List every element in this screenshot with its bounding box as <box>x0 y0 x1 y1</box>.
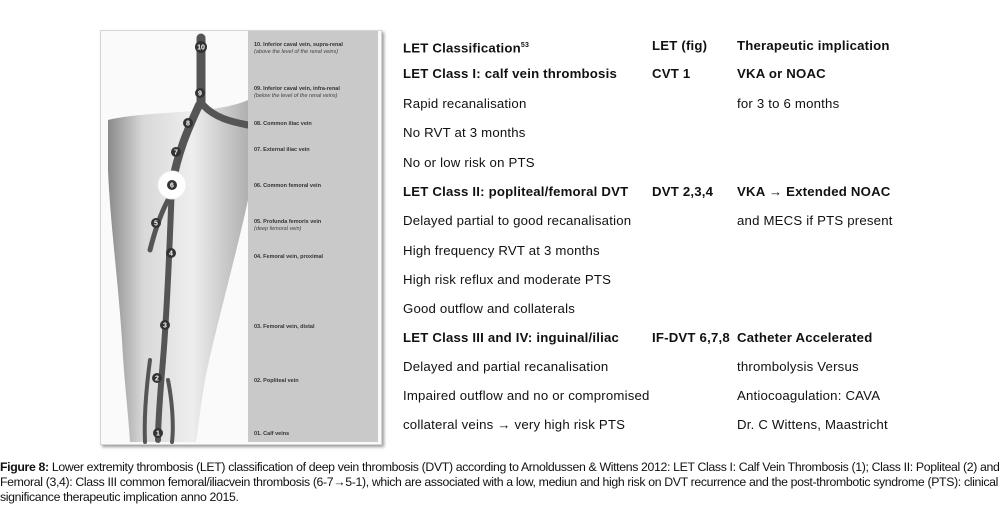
vein-label-panel <box>248 31 378 442</box>
table-cell-c1: Delayed partial to good recanalisation <box>403 213 632 228</box>
vein-label-7: 07. External iliac vein <box>254 147 310 153</box>
vein-label-4: 04. Femoral vein, proximal <box>254 254 324 260</box>
table-cell-c2: CVT 1 <box>652 66 691 81</box>
table-cell-c1: High risk reflux and moderate PTS <box>403 272 612 287</box>
table-cell-c1: High frequency RVT at 3 months <box>403 243 600 258</box>
leg-shape <box>108 100 248 442</box>
svg-text:1: 1 <box>156 431 160 438</box>
svg-text:9: 9 <box>198 91 202 98</box>
header-therapy: Therapeutic implication <box>737 38 890 53</box>
svg-text:6: 6 <box>170 183 174 190</box>
marker-8: 8 <box>183 118 193 128</box>
table-cell-c2: DVT 2,3,4 <box>652 184 714 199</box>
svg-text:4: 4 <box>169 251 173 258</box>
figure-caption: Figure 8: Lower extremity thrombosis (LE… <box>0 460 999 505</box>
leg-vein-illustration: 10 9 8 7 6 5 4 3 2 1 <box>108 33 252 444</box>
svg-text:5: 5 <box>154 221 158 228</box>
caption-text: Lower extremity thrombosis (LET) classif… <box>0 460 999 504</box>
vein-label-10: 10. Inferior caval vein, supra-renal (abo… <box>254 42 343 55</box>
vein-label-1: 01. Calf veins <box>254 431 290 437</box>
svg-text:8: 8 <box>186 121 190 128</box>
marker-2: 2 <box>152 373 162 383</box>
marker-10: 10 <box>195 41 207 53</box>
marker-9: 9 <box>195 88 205 98</box>
table-cell-c3: Catheter Accelerated <box>737 330 873 345</box>
marker-6: 6 <box>167 180 177 190</box>
table-cell-c1: Rapid recanalisation <box>403 96 527 111</box>
table-cell-c1: LET Class III and IV: inguinal/iliac <box>403 330 620 345</box>
table-cell-c1: Good outflow and collaterals <box>403 301 576 316</box>
iliac-vein-right <box>199 101 252 129</box>
vein-markers: 10 9 8 7 6 5 4 3 2 1 <box>151 41 207 438</box>
table-cell-c1: Delayed and partial recanalisation <box>403 359 609 374</box>
marker-7: 7 <box>171 147 181 157</box>
table-cell-c1: LET Class I: calf vein thrombosis <box>403 66 617 81</box>
header-fig: LET (fig) <box>652 38 708 53</box>
header-classification: LET Classification53 <box>403 40 530 56</box>
marker-1: 1 <box>153 428 163 438</box>
svg-text:7: 7 <box>174 150 178 157</box>
svg-text:2: 2 <box>155 376 159 383</box>
table-cell-c1: No or low risk on PTS <box>403 155 535 170</box>
table-cell-c3: for 3 to 6 months <box>737 96 840 111</box>
vein-label-2: 02. Popliteal vein <box>254 378 299 384</box>
vein-label-5: 05. Profunda femoris vein (deep femoral v… <box>254 219 322 232</box>
svg-text:3: 3 <box>163 323 167 330</box>
table-cell-c3: Antiocoagulation: CAVA <box>737 388 881 403</box>
table-cell-c3: Dr. C Wittens, Maastricht <box>737 417 888 432</box>
table-cell-c3: thrombolysis Versus <box>737 359 859 374</box>
vein-label-9: 09. Inferior caval vein, infra-renal (bel… <box>254 86 340 99</box>
marker-4: 4 <box>166 248 176 258</box>
table-cell-c3: and MECS if PTS present <box>737 213 893 228</box>
marker-3: 3 <box>160 320 170 330</box>
calf-vein <box>142 358 152 444</box>
calf-vein-2 <box>166 378 175 444</box>
vein-label-6: 06. Common femoral vein <box>254 183 321 189</box>
marker-5: 5 <box>151 218 161 228</box>
svg-text:10: 10 <box>197 45 205 52</box>
table-cell-c1: No RVT at 3 months <box>403 125 526 140</box>
vein-label-8: 08. Common iliac vein <box>254 121 312 127</box>
table-cell-c1: collateral veins → very high risk PTS <box>403 417 626 432</box>
table-cell-c3: VKA or NOAC <box>737 66 826 81</box>
femoral-vein <box>155 182 175 443</box>
table-cell-c3: VKA → Extended NOAC <box>737 184 891 199</box>
table-cell-c1: LET Class II: popliteal/femoral DVT <box>403 184 629 199</box>
caption-label: Figure 8: <box>0 460 49 474</box>
table-cell-c1: Impaired outflow and no or compromised <box>403 388 650 403</box>
vein-label-3: 03. Femoral vein, distal <box>254 324 315 330</box>
table-cell-c2: IF-DVT 6,7,8 <box>652 330 730 345</box>
